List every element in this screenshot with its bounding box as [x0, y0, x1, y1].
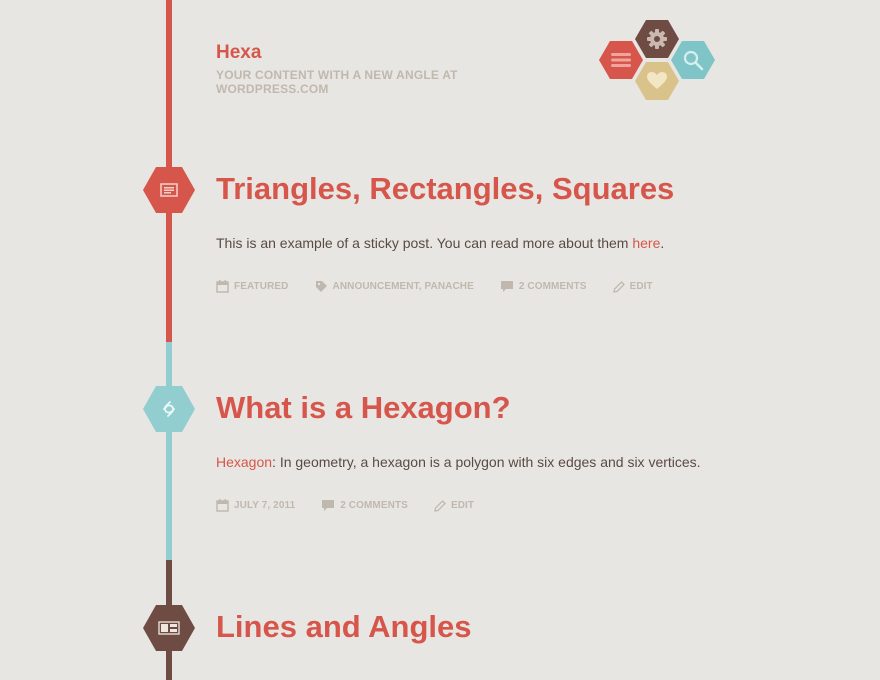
- post-format-marker[interactable]: [143, 167, 195, 213]
- pencil-icon: [434, 499, 446, 512]
- search-icon: [683, 50, 704, 71]
- post-title[interactable]: Lines and Angles: [216, 609, 472, 645]
- post-excerpt: Hexagon: In geometry, a hexagon is a pol…: [216, 453, 701, 471]
- pencil-icon: [612, 280, 625, 293]
- excerpt-text: This is an example of a sticky post. You…: [216, 235, 633, 251]
- meta-edit-label: EDIT: [629, 281, 653, 292]
- meta-tags-label: ANNOUNCEMENT, PANACHE: [332, 281, 474, 292]
- calendar-icon: [216, 280, 229, 293]
- link-post-icon: [163, 401, 175, 417]
- gallery-post-icon: [158, 621, 180, 635]
- menu-icon: [611, 53, 631, 67]
- timeline-line-teal: [166, 342, 172, 560]
- comment-icon: [322, 500, 335, 511]
- meta-comments[interactable]: 2 COMMENTS: [500, 280, 587, 293]
- post-title[interactable]: Triangles, Rectangles, Squares: [216, 171, 674, 207]
- menu-button[interactable]: [599, 41, 643, 79]
- comment-icon: [500, 281, 513, 292]
- post-excerpt: This is an example of a sticky post. You…: [216, 234, 664, 252]
- post-meta: FEATURED ANNOUNCEMENT, PANACHE 2 COMMENT…: [216, 280, 679, 293]
- site-description: YOUR CONTENT WITH A NEW ANGLE AT WORDPRE…: [216, 68, 458, 96]
- calendar-icon: [216, 499, 229, 512]
- meta-date[interactable]: JULY 7, 2011: [216, 499, 295, 512]
- excerpt-link-here[interactable]: here: [632, 235, 661, 251]
- post-title[interactable]: What is a Hexagon?: [216, 390, 511, 426]
- meta-edit-label: EDIT: [450, 500, 475, 511]
- meta-comments-label: 2 COMMENTS: [340, 500, 408, 511]
- site-title[interactable]: Hexa: [216, 42, 262, 63]
- heart-icon: [647, 72, 667, 89]
- post-title-link[interactable]: Triangles, Rectangles, Squares: [216, 171, 675, 206]
- standard-post-icon: [160, 183, 178, 197]
- meta-edit[interactable]: EDIT: [612, 280, 653, 293]
- tag-icon: [315, 281, 327, 292]
- post-format-marker[interactable]: [143, 605, 195, 651]
- settings-button[interactable]: [635, 20, 679, 58]
- gear-icon: [647, 29, 667, 49]
- post-title-link[interactable]: What is a Hexagon?: [216, 390, 511, 425]
- social-button[interactable]: [635, 62, 679, 100]
- excerpt-link-hexagon[interactable]: Hexagon: [216, 454, 273, 470]
- post-meta: JULY 7, 2011 2 COMMENTS EDIT: [216, 499, 500, 512]
- post-format-marker[interactable]: [143, 386, 195, 432]
- meta-featured-label: FEATURED: [234, 281, 289, 292]
- meta-date-label: JULY 7, 2011: [234, 500, 296, 511]
- meta-edit[interactable]: EDIT: [434, 499, 475, 512]
- meta-comments[interactable]: 2 COMMENTS: [321, 499, 408, 512]
- search-button[interactable]: [671, 41, 715, 79]
- excerpt-end: .: [660, 235, 665, 251]
- meta-comments-label: 2 COMMENTS: [518, 281, 587, 292]
- excerpt-text: : In geometry, a hexagon is a polygon wi…: [272, 454, 701, 470]
- post-title-link[interactable]: Lines and Angles: [216, 609, 472, 644]
- meta-featured[interactable]: FEATURED: [216, 280, 289, 293]
- meta-tags[interactable]: ANNOUNCEMENT, PANACHE: [315, 280, 474, 293]
